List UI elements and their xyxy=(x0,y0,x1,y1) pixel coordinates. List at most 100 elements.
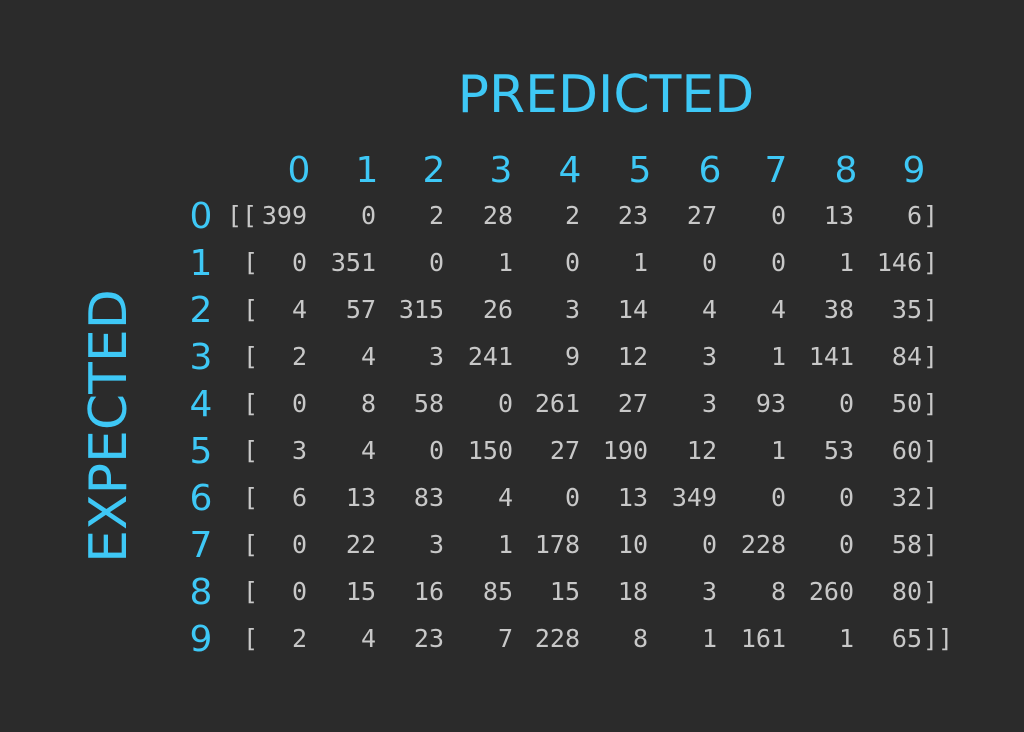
matrix-cell: 3 xyxy=(292,436,307,465)
matrix-cell: 3 xyxy=(565,295,580,324)
matrix-cell: 2 xyxy=(292,342,307,371)
matrix-cell: 16 xyxy=(414,577,444,606)
matrix-cell: 50 xyxy=(892,389,922,418)
matrix-cell: 0 xyxy=(771,248,786,277)
matrix-cell: 15 xyxy=(550,577,580,606)
row-label-7: 7 xyxy=(190,525,213,566)
matrix-cell: 13 xyxy=(346,483,376,512)
bracket-close: ] xyxy=(923,295,938,324)
row-label-2: 2 xyxy=(190,290,213,331)
matrix-cell: 7 xyxy=(498,624,513,653)
matrix-cell: 58 xyxy=(892,530,922,559)
matrix-cell: 57 xyxy=(346,295,376,324)
row-label-1: 1 xyxy=(190,243,213,284)
matrix-cell: 18 xyxy=(618,577,648,606)
bracket-open: [ xyxy=(243,483,258,512)
matrix-cell: 0 xyxy=(565,248,580,277)
matrix-cell: 228 xyxy=(535,624,580,653)
matrix-cell: 14 xyxy=(618,295,648,324)
matrix-cell: 399 xyxy=(262,201,307,230)
matrix-cell: 4 xyxy=(361,436,376,465)
matrix-cell: 12 xyxy=(618,342,648,371)
bracket-close: ] xyxy=(923,436,938,465)
row-label-9: 9 xyxy=(190,619,213,660)
matrix-cell: 1 xyxy=(498,530,513,559)
matrix-cell: 178 xyxy=(535,530,580,559)
bracket-close: ]] xyxy=(923,624,953,653)
matrix-cell: 27 xyxy=(550,436,580,465)
matrix-cell: 23 xyxy=(414,624,444,653)
matrix-cell: 0 xyxy=(771,201,786,230)
matrix-cell: 65 xyxy=(892,624,922,653)
matrix-cell: 53 xyxy=(824,436,854,465)
matrix-cell: 228 xyxy=(741,530,786,559)
matrix-cell: 4 xyxy=(361,342,376,371)
matrix-cell: 8 xyxy=(361,389,376,418)
column-labels: 0 1 2 3 4 5 6 7 8 9 xyxy=(288,150,926,191)
row-label-3: 3 xyxy=(190,337,213,378)
matrix-cell: 3 xyxy=(702,577,717,606)
matrix-cell: 83 xyxy=(414,483,444,512)
matrix-cell: 9 xyxy=(565,342,580,371)
row-label-8: 8 xyxy=(190,572,213,613)
bracket-close: ] xyxy=(923,483,938,512)
bracket-open: [ xyxy=(243,624,258,653)
bracket-open: [ xyxy=(243,530,258,559)
matrix-cell: 349 xyxy=(672,483,717,512)
bracket-open: [ xyxy=(243,577,258,606)
matrix-cell: 0 xyxy=(839,530,854,559)
matrix-cell: 8 xyxy=(633,624,648,653)
matrix-cell: 0 xyxy=(292,530,307,559)
matrix-cell: 0 xyxy=(565,483,580,512)
matrix-cell: 3 xyxy=(429,530,444,559)
column-label-9: 9 xyxy=(903,150,926,191)
bracket-open: [ xyxy=(243,342,258,371)
matrix-cell: 0 xyxy=(429,248,444,277)
matrix-cell: 4 xyxy=(702,295,717,324)
matrix-cell: 0 xyxy=(702,530,717,559)
matrix-cell: 146 xyxy=(877,248,922,277)
matrix-cell: 4 xyxy=(771,295,786,324)
matrix-cell: 261 xyxy=(535,389,580,418)
matrix-cell: 2 xyxy=(292,624,307,653)
matrix-cell: 28 xyxy=(483,201,513,230)
matrix-cell: 1 xyxy=(771,436,786,465)
matrix-cell: 4 xyxy=(292,295,307,324)
matrix-cell: 2 xyxy=(429,201,444,230)
expected-axis-label: EXPECTED xyxy=(79,289,139,563)
matrix-cell: 10 xyxy=(618,530,648,559)
matrix-cell: 1 xyxy=(771,342,786,371)
matrix-cell: 12 xyxy=(687,436,717,465)
matrix-cell: 35 xyxy=(892,295,922,324)
row-label-0: 0 xyxy=(190,196,213,237)
matrix-cell: 85 xyxy=(483,577,513,606)
matrix-cell: 2 xyxy=(565,201,580,230)
matrix-cell: 13 xyxy=(618,483,648,512)
matrix-cell: 161 xyxy=(741,624,786,653)
bracket-open: [ xyxy=(243,295,258,324)
matrix-cell: 1 xyxy=(839,624,854,653)
matrix-brackets: [[] [] [] [] [] [] [] [] [] []] xyxy=(227,201,953,653)
matrix-cell: 15 xyxy=(346,577,376,606)
matrix-cell: 1 xyxy=(633,248,648,277)
matrix-cell: 0 xyxy=(839,389,854,418)
matrix-cell: 3 xyxy=(702,342,717,371)
column-label-1: 1 xyxy=(356,150,379,191)
matrix-cell: 4 xyxy=(498,483,513,512)
matrix-cell: 22 xyxy=(346,530,376,559)
column-label-3: 3 xyxy=(490,150,513,191)
matrix-cell: 4 xyxy=(361,624,376,653)
row-label-5: 5 xyxy=(190,431,213,472)
matrix-cell: 32 xyxy=(892,483,922,512)
matrix-cell: 60 xyxy=(892,436,922,465)
matrix-cell: 84 xyxy=(892,342,922,371)
matrix-cell: 0 xyxy=(839,483,854,512)
bracket-open: [[ xyxy=(227,201,257,230)
matrix-cell: 0 xyxy=(292,248,307,277)
bracket-close: ] xyxy=(923,577,938,606)
matrix-cell: 3 xyxy=(429,342,444,371)
column-label-8: 8 xyxy=(835,150,858,191)
matrix-cell: 3 xyxy=(702,389,717,418)
bracket-open: [ xyxy=(243,248,258,277)
